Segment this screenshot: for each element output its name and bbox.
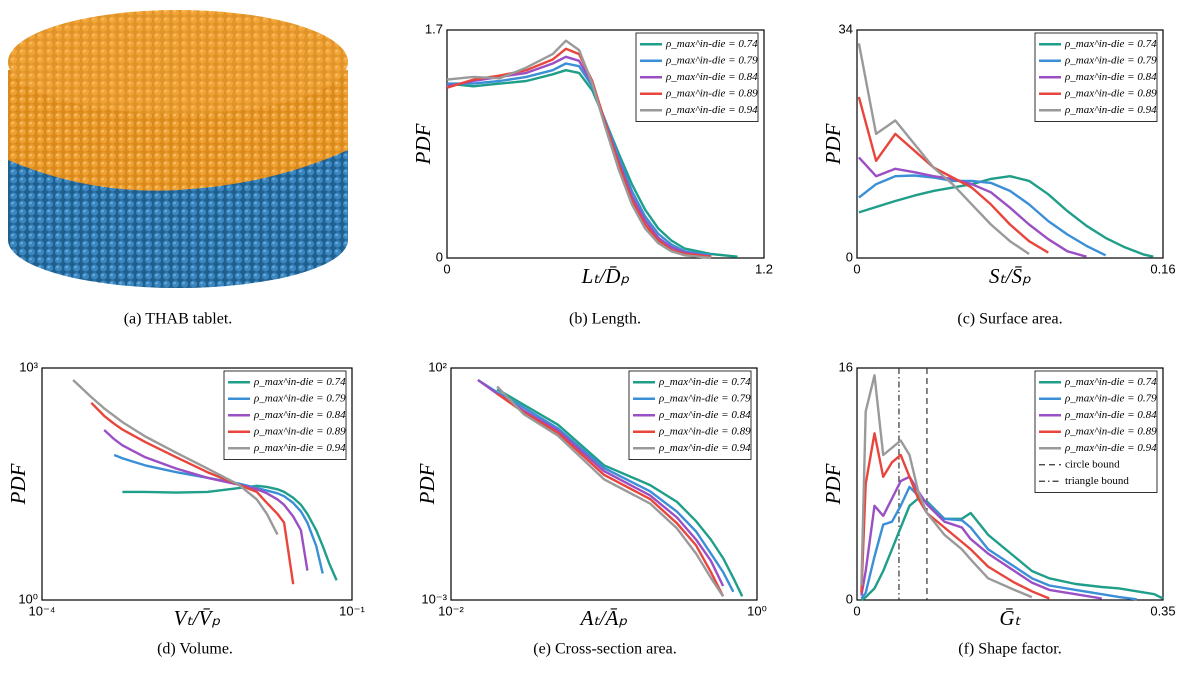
y-tick-label: 16 <box>839 359 853 374</box>
x-tick-label: 10⁻⁴ <box>29 603 56 618</box>
legend-label: ρ_max^in-die = 0.84 <box>665 71 758 83</box>
y-axis-label: PDF <box>415 463 439 505</box>
legend-label: ρ_max^in-die = 0.79 <box>1064 392 1157 404</box>
legend-label: ρ_max^in-die = 0.89 <box>665 87 758 99</box>
x-tick-label: 1.2 <box>755 261 773 276</box>
caption: (e) Cross-section area. <box>533 641 677 658</box>
y-axis-label: PDF <box>6 463 30 505</box>
series-line <box>477 378 735 593</box>
legend-label: ρ_max^in-die = 0.84 <box>253 409 346 421</box>
x-axis-label: Aₜ/Āₚ <box>579 606 628 630</box>
legend-label: ρ_max^in-die = 0.94 <box>253 442 346 454</box>
series-line <box>857 96 1049 254</box>
legend-label: ρ_max^in-die = 0.84 <box>1064 409 1157 421</box>
y-tick-label: 0 <box>436 249 443 264</box>
series-line <box>860 432 1050 600</box>
series-line <box>446 39 712 260</box>
x-axis-label: Vₜ/V̄ₚ <box>174 606 221 630</box>
legend-label: ρ_max^in-die = 0.74 <box>1064 38 1157 50</box>
legend-label: triangle bound <box>1065 475 1129 487</box>
series-line <box>858 174 1107 257</box>
legend-label: ρ_max^in-die = 0.79 <box>253 392 346 404</box>
plot-frame <box>41 367 353 601</box>
series-line <box>496 392 725 597</box>
y-axis-label: PDF <box>821 463 845 505</box>
y-tick-label: 10⁻³ <box>421 591 447 606</box>
legend-label: ρ_max^in-die = 0.94 <box>1064 104 1157 116</box>
series-line <box>496 385 725 597</box>
legend-label: ρ_max^in-die = 0.89 <box>253 425 346 437</box>
legend-label: ρ_max^in-die = 0.89 <box>658 425 751 437</box>
legend-label: ρ_max^in-die = 0.74 <box>665 38 758 50</box>
legend-label: ρ_max^in-die = 0.79 <box>1064 54 1157 66</box>
caption: (b) Length. <box>569 311 641 328</box>
series-line <box>860 497 1164 601</box>
series-line <box>858 156 1087 258</box>
legend-label: circle bound <box>1065 458 1120 470</box>
plot-frame <box>856 29 1164 259</box>
legend-label: ρ_max^in-die = 0.89 <box>1064 87 1157 99</box>
y-tick-label: 0 <box>846 591 853 606</box>
x-tick-label: 0 <box>443 261 450 276</box>
series-line <box>72 379 279 536</box>
caption: (a) THAB tablet. <box>124 311 233 328</box>
series-line <box>496 388 744 597</box>
plot-frame <box>446 29 765 259</box>
series-line <box>90 401 295 585</box>
y-tick-label: 34 <box>839 21 853 36</box>
x-tick-label: 0 <box>853 261 860 276</box>
legend-label: ρ_max^in-die = 0.74 <box>1064 376 1157 388</box>
x-axis-label: Ḡₜ <box>999 606 1021 630</box>
y-tick-label: 0 <box>846 249 853 264</box>
legend-label: ρ_max^in-die = 0.74 <box>253 376 346 388</box>
x-axis-label: Lₜ/D̄ₚ <box>581 264 630 288</box>
plot-frame <box>856 367 1164 601</box>
x-tick-label: 10⁰ <box>747 603 767 618</box>
x-tick-label: 0.16 <box>1150 261 1175 276</box>
series-line <box>860 475 1102 600</box>
y-axis-label: PDF <box>411 123 435 165</box>
plot-frame <box>450 367 758 601</box>
legend-label: ρ_max^in-die = 0.74 <box>658 376 751 388</box>
series-line <box>860 374 1033 599</box>
legend-label: ρ_max^in-die = 0.84 <box>658 409 751 421</box>
legend-label: ρ_max^in-die = 0.94 <box>665 104 758 116</box>
legend-label: ρ_max^in-die = 0.79 <box>658 392 751 404</box>
legend-label: ρ_max^in-die = 0.84 <box>1064 71 1157 83</box>
x-tick-label: 10⁻² <box>438 603 464 618</box>
y-axis-label: PDF <box>821 123 845 165</box>
y-tick-label: 10³ <box>19 359 38 374</box>
x-axis-label: Sₜ/S̄ₚ <box>989 264 1031 288</box>
y-tick-label: 1.7 <box>425 21 443 36</box>
series-line <box>857 43 1030 255</box>
series-line <box>103 429 309 571</box>
x-tick-label: 10⁻¹ <box>339 603 365 618</box>
legend-label: ρ_max^in-die = 0.79 <box>665 54 758 66</box>
legend-label: ρ_max^in-die = 0.89 <box>1064 425 1157 437</box>
legend-label: ρ_max^in-die = 0.94 <box>658 442 751 454</box>
caption: (d) Volume. <box>157 641 233 658</box>
series-line <box>858 175 1154 258</box>
x-tick-label: 0.35 <box>1150 603 1175 618</box>
series-line <box>860 485 1137 601</box>
series-line <box>113 453 324 574</box>
tablet-image <box>8 10 348 288</box>
caption: (c) Surface area. <box>957 311 1062 328</box>
series-line <box>122 484 338 581</box>
caption: (f) Shape factor. <box>958 641 1062 658</box>
y-tick-label: 10² <box>428 359 447 374</box>
x-tick-label: 0 <box>853 603 860 618</box>
legend-label: ρ_max^in-die = 0.94 <box>1064 442 1157 454</box>
y-tick-label: 10⁰ <box>18 591 38 606</box>
